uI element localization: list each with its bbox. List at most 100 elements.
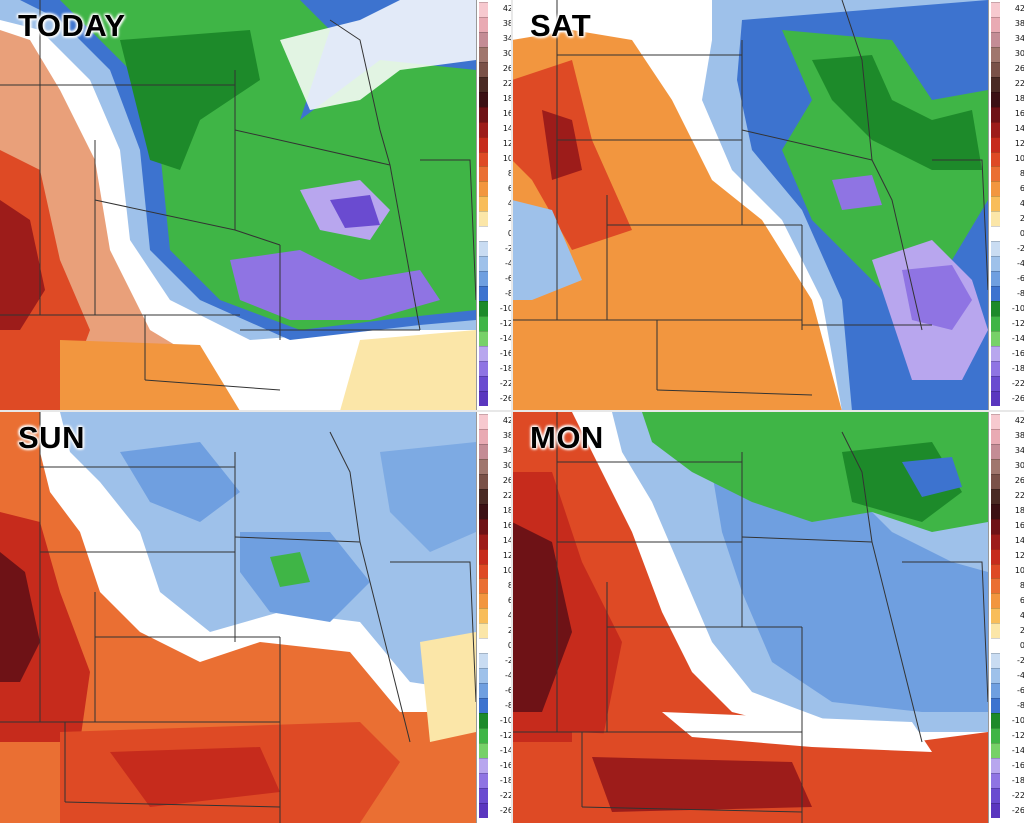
legend-tick-label: 22 [502,79,512,89]
legend-swatch [479,728,488,743]
legend-tick-label: -22 [499,790,512,800]
legend-swatch [991,330,1000,346]
panel-title: MON [530,420,604,455]
legend-swatch [479,241,488,257]
legend-swatch [991,151,1000,167]
legend-swatch [991,503,1000,519]
legend-swatch [479,742,488,758]
legend-swatch [991,121,1000,137]
legend-swatch [991,2,1000,17]
legend-tick-label: -2 [505,243,512,253]
legend-swatch [991,563,1000,579]
legend-tick-label: 8 [1019,581,1024,591]
legend-tick-label: 26 [502,476,512,486]
legend-swatch [479,181,488,197]
legend-tick-label: 12 [1014,551,1024,561]
legend-swatch [479,76,488,92]
legend-swatch [991,608,1000,624]
legend-tick-label: -12 [1011,730,1024,740]
legend-swatch [991,301,1000,317]
panel-title: TODAY [18,8,126,43]
legend-swatch [479,414,488,429]
legend-swatch [991,390,1000,406]
legend-tick-label: 26 [1014,476,1024,486]
legend-swatch [479,61,488,77]
legend-tick-label: 12 [502,551,512,561]
legend-tick-label: 16 [502,109,512,119]
legend-tick-label: 42 [1014,4,1024,14]
legend-swatch [479,772,488,788]
legend-tick-label: -4 [505,258,512,268]
legend-swatch [479,593,488,609]
legend-swatch [479,151,488,167]
legend-swatch [991,136,1000,152]
legend-swatch [479,563,488,579]
legend-swatch [479,458,488,474]
legend-swatch [479,713,488,729]
legend-tick-label: 34 [1014,34,1024,44]
legend-tick-label: 4 [1019,199,1024,208]
legend-swatch [991,488,1000,504]
legend-swatch [479,488,488,504]
legend-swatch [991,226,1000,242]
legend-swatch [479,683,488,699]
legend-swatch [479,211,488,227]
legend-swatch [479,226,488,242]
legend-swatch [991,286,1000,302]
legend-swatch [991,638,1000,654]
legend-tick-label: 18 [502,506,512,516]
legend-swatch [479,316,488,331]
legend-swatch [991,728,1000,743]
legend-color-bar [479,414,488,818]
legend-tick-label: -2 [1017,243,1024,253]
legend-tick-label: -4 [505,670,512,680]
legend-swatch [991,31,1000,47]
legend-tick-label: 0 [507,228,512,238]
legend-tick-label: 42 [1014,416,1024,426]
legend-tick-label: -12 [499,730,512,740]
legend-swatch [991,428,1000,444]
legend-swatch [991,316,1000,331]
legend-swatch [479,503,488,519]
legend-swatch [991,166,1000,182]
legend-tick-label: 4 [507,199,512,208]
legend-tick-label: 12 [502,139,512,149]
map-sat [512,0,988,411]
panel-mon: MON 42 38 34 30 26 22 18 16 14 12 10 8 6 4 2 0 -2 -4 -6 -8-… [512,412,1024,823]
legend-tick-label: -18 [1011,775,1024,785]
legend-tick-label: 30 [1014,461,1024,471]
legend-swatch [479,196,488,212]
legend-tick-label: -16 [499,760,512,770]
legend-swatch [479,301,488,317]
legend-tick-label: 18 [1014,94,1024,104]
legend-tick-label: -8 [1017,288,1024,298]
legend-swatch [991,360,1000,376]
legend-tick-label: -10 [1011,715,1024,725]
legend-tick-label: 6 [507,596,512,606]
legend-swatch [991,698,1000,714]
legend-tick-label: -14 [1011,745,1024,755]
legend-tick-label: -8 [505,700,512,710]
legend-swatch [479,428,488,444]
legend-tick-label: 10 [1014,154,1024,164]
legend-swatch [479,802,488,818]
legend-tick-label: 10 [502,566,512,576]
map-today [0,0,476,411]
panel-today: TODAY 42 38 34 30 26 22 18 16 14 12 10 8 6 4 2 0 -2 -4 -6-… [0,0,512,411]
legend-tick-label: 34 [502,34,512,44]
panel-sat: SAT 42 38 34 30 26 22 18 16 14 12 10 8 6 4 2 0 -2 -4 -6 -8-… [512,0,1024,411]
legend-swatch [479,31,488,47]
legend-swatch [991,683,1000,699]
legend-color-bar [479,2,488,406]
legend-tick-labels: 42 38 34 30 26 22 18 16 14 12 10 8 6 4 2 0 -2 -4 -6 -8 -10 -1… [1001,412,1024,823]
legend-tick-label: 16 [1014,109,1024,119]
legend-tick-label: -22 [1011,378,1024,388]
legend-tick-label: 2 [1019,625,1024,635]
legend-swatch [479,106,488,122]
legend-tick-label: -6 [1017,273,1024,283]
legend-tick-label: -22 [1011,790,1024,800]
legend-swatch [479,345,488,361]
legend-swatch [991,473,1000,489]
legend-swatch [991,533,1000,549]
legend-tick-label: 26 [1014,64,1024,74]
